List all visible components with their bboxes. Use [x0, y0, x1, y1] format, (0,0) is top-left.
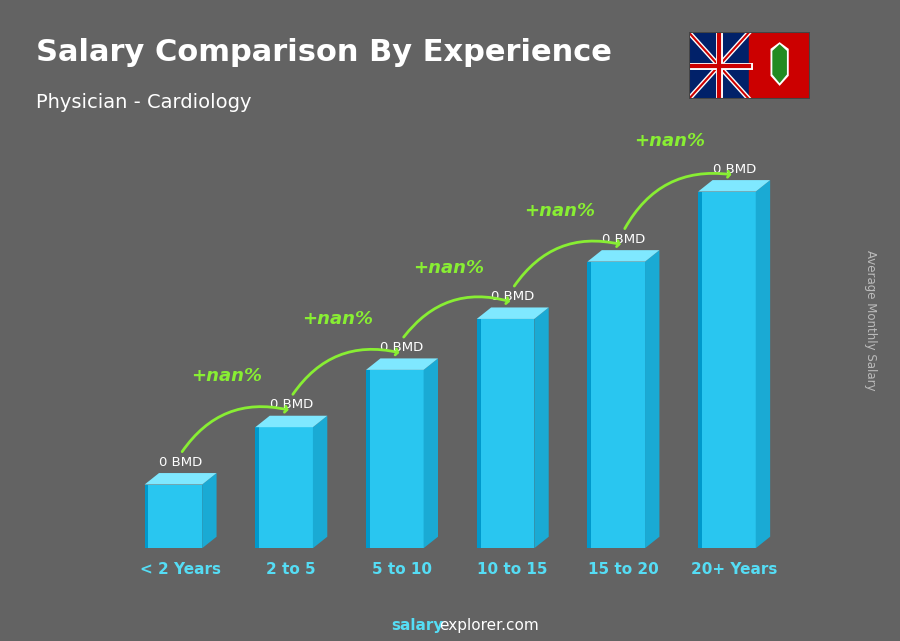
Polygon shape — [202, 473, 217, 548]
Bar — [588, 262, 645, 548]
Polygon shape — [424, 358, 438, 548]
Bar — [688, 32, 749, 99]
Text: 5 to 10: 5 to 10 — [372, 562, 432, 577]
Bar — [145, 485, 202, 548]
Text: 2 to 5: 2 to 5 — [266, 562, 316, 577]
Text: explorer.com: explorer.com — [439, 619, 539, 633]
Polygon shape — [588, 250, 660, 262]
Text: 0 BMD: 0 BMD — [270, 398, 313, 412]
Text: 0 BMD: 0 BMD — [381, 341, 424, 354]
Text: +nan%: +nan% — [524, 202, 595, 220]
Bar — [477, 319, 535, 548]
Bar — [366, 370, 370, 548]
Text: 0 BMD: 0 BMD — [491, 290, 535, 303]
Polygon shape — [313, 416, 328, 548]
Polygon shape — [698, 180, 770, 192]
Bar — [256, 427, 259, 548]
Text: +nan%: +nan% — [634, 131, 706, 149]
Polygon shape — [756, 180, 770, 548]
Text: 0 BMD: 0 BMD — [159, 456, 202, 469]
Bar — [366, 370, 424, 548]
Bar — [698, 192, 756, 548]
Bar — [698, 192, 702, 548]
Bar — [588, 262, 591, 548]
Text: salary: salary — [392, 619, 444, 633]
Bar — [145, 485, 148, 548]
Text: 10 to 15: 10 to 15 — [478, 562, 548, 577]
Text: < 2 Years: < 2 Years — [140, 562, 221, 577]
Polygon shape — [145, 473, 217, 485]
Text: 15 to 20: 15 to 20 — [588, 562, 659, 577]
Text: Physician - Cardiology: Physician - Cardiology — [36, 93, 251, 112]
Text: +nan%: +nan% — [413, 259, 484, 277]
Polygon shape — [535, 308, 549, 548]
Text: 0 BMD: 0 BMD — [602, 233, 645, 246]
Bar — [477, 319, 481, 548]
Text: 0 BMD: 0 BMD — [713, 163, 756, 176]
Polygon shape — [772, 44, 787, 83]
Text: +nan%: +nan% — [302, 310, 374, 328]
Bar — [749, 32, 810, 99]
Polygon shape — [770, 42, 788, 86]
Polygon shape — [645, 250, 660, 548]
Bar — [256, 427, 313, 548]
Text: 20+ Years: 20+ Years — [691, 562, 778, 577]
Text: Salary Comparison By Experience: Salary Comparison By Experience — [36, 38, 612, 67]
Text: Average Monthly Salary: Average Monthly Salary — [865, 250, 878, 391]
Polygon shape — [256, 416, 328, 427]
Polygon shape — [366, 358, 438, 370]
Polygon shape — [477, 308, 549, 319]
Text: +nan%: +nan% — [192, 367, 263, 385]
